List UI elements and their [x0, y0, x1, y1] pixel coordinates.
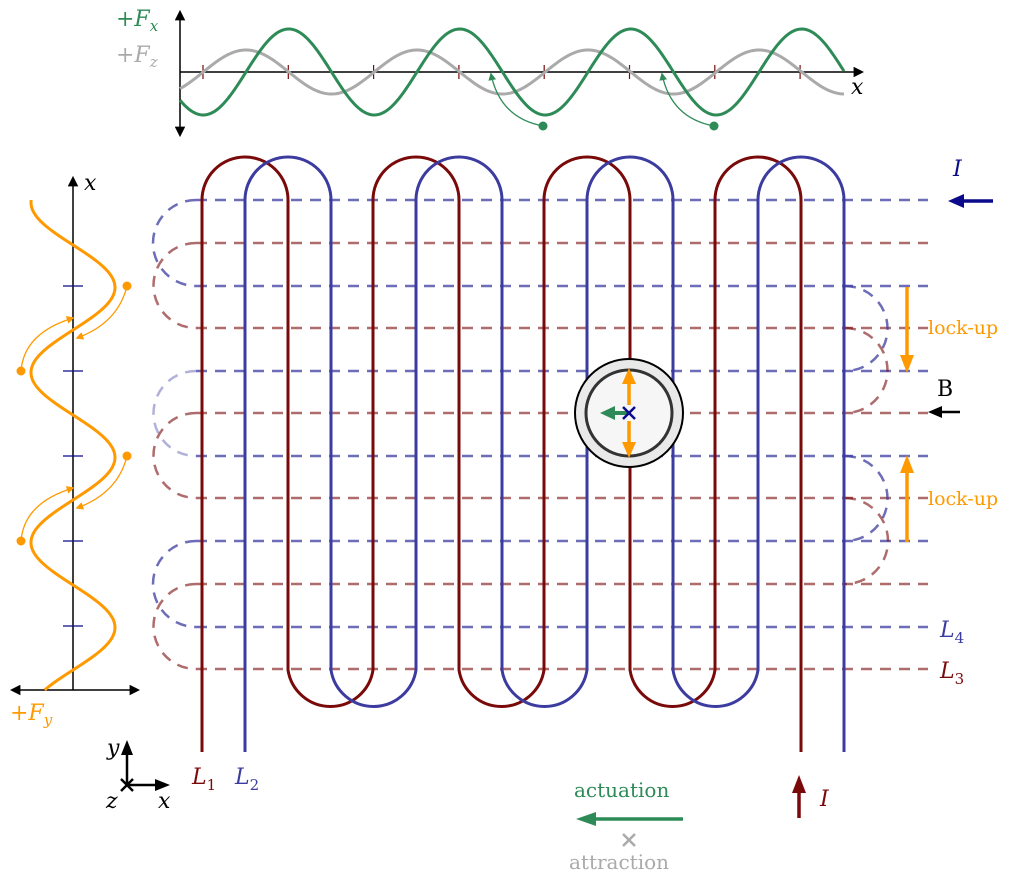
left-force-plot: x +Fy: [9, 171, 141, 729]
label-L1: L1: [191, 765, 216, 794]
horizontal-traces-L3-L4: [151, 198, 928, 671]
left-plot-axis-label: x: [84, 171, 97, 196]
trace-loop: [844, 496, 890, 586]
fy-label: +Fy: [10, 701, 53, 729]
fx-curve: [178, 27, 846, 117]
current-arrow-top-head: [948, 194, 964, 208]
top-plot-axis-label: x: [851, 75, 864, 100]
legend-attraction-cross: [622, 833, 636, 847]
trace-loop: [844, 454, 889, 543]
axis-y-label: y: [106, 736, 120, 761]
fy-curve: [29, 199, 117, 692]
bead-actuation-head: [600, 406, 615, 420]
lockup-arrow-top-head: [900, 355, 914, 373]
serpentine-traces-L1-L2: [200, 155, 846, 752]
label-L4: L4: [939, 618, 964, 647]
bead-down-force-head: [622, 442, 636, 458]
current-label-bottom: I: [819, 787, 830, 812]
lockup-arrow-bottom-head: [900, 455, 914, 473]
trace-loop: [152, 369, 197, 458]
current-arrow-bottom-head: [792, 775, 806, 793]
trace-loop: [844, 284, 889, 373]
axis-x-label: x: [158, 789, 171, 814]
bead-attraction-cross: [622, 406, 636, 420]
current-label-top: I: [952, 157, 963, 182]
trace-loop: [151, 198, 197, 288]
trace-loop: [152, 241, 197, 330]
trace-loop: [151, 539, 197, 629]
left-plot-ticks: [63, 285, 83, 627]
top-plot-push-dot-1: [538, 121, 548, 131]
left-plot-arrow-2: [20, 316, 75, 372]
trace-L1: [200, 155, 803, 752]
trace-loop: [844, 326, 889, 415]
bead-up-force-head: [622, 368, 636, 384]
top-plot-push-dot-2: [709, 121, 719, 131]
label-L3: L3: [939, 659, 964, 688]
lockup-label-bottom: lock-up: [928, 488, 998, 510]
top-force-plot: +Fx +Fz x: [116, 7, 865, 138]
left-plot-arrow-1: [75, 285, 128, 340]
fz-label: +Fz: [116, 43, 158, 71]
trace-loop: [152, 582, 197, 671]
legend-actuation-label: actuation: [574, 778, 669, 802]
top-plot-push-arrow-1: [488, 72, 544, 127]
fx-label: +Fx: [116, 7, 159, 35]
fz-curve: [179, 48, 845, 96]
trace-loop: [152, 411, 197, 500]
lockup-label-top: lock-up: [928, 317, 998, 339]
trace-L2: [243, 155, 846, 752]
top-plot-push-arrow-2: [659, 72, 715, 127]
label-L2: L2: [234, 765, 259, 794]
left-plot-arrow-3: [75, 455, 128, 510]
axis-z-label: z: [105, 789, 118, 814]
legend-actuation-head: [576, 812, 596, 826]
left-plot-arrow-4: [20, 486, 75, 542]
axes-triad: y z x: [105, 736, 171, 814]
legend-attraction-label: attraction: [569, 850, 669, 874]
field-arrow-head: [928, 406, 942, 418]
magnetic-bead: [574, 358, 684, 468]
field-label: B: [937, 377, 953, 402]
